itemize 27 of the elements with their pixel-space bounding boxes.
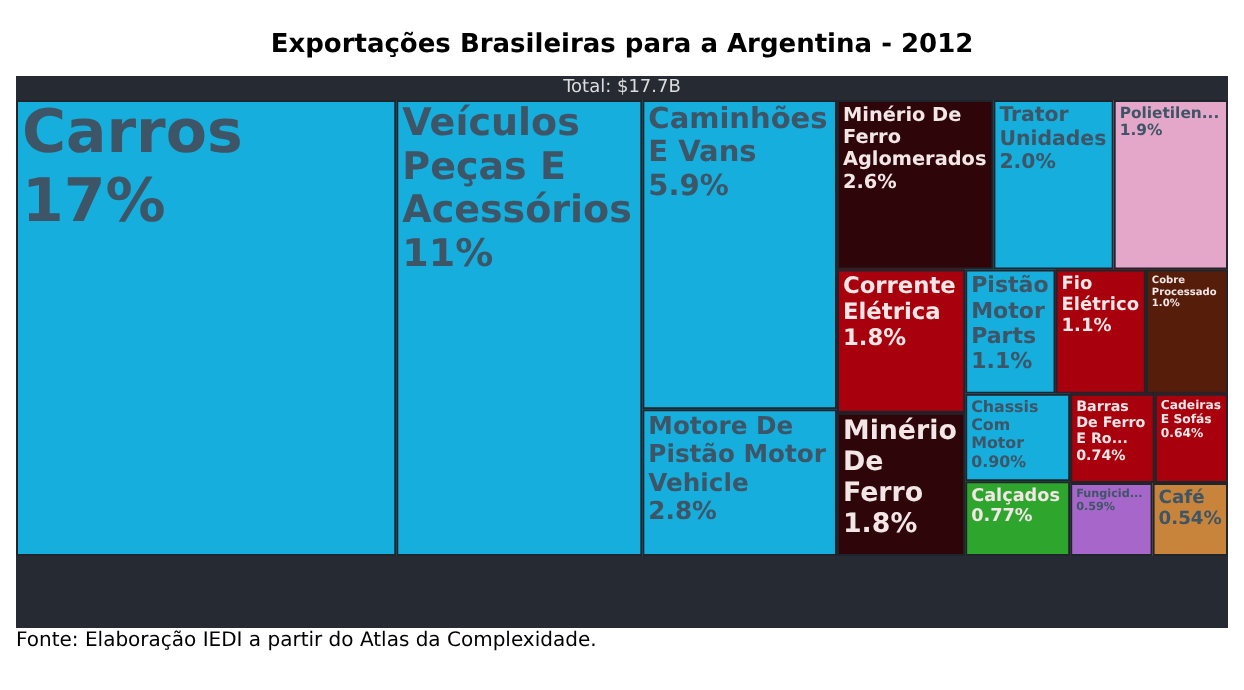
- text: Total: $17.7B: [561, 76, 683, 100]
- category-label: Minério De Ferro Aglomerados: [842, 104, 987, 172]
- source-note: Fonte: Elaboração IEDI a partir do Atlas da Complexidade.: [16, 630, 599, 652]
- data-label: 5.9%: [648, 170, 730, 203]
- data-label: 2.0%: [999, 152, 1056, 175]
- data-label: 1.1%: [971, 348, 1033, 375]
- data-label: 1.8%: [842, 323, 908, 352]
- category-label: Carros: [22, 97, 243, 168]
- data-label: 17%: [22, 166, 166, 237]
- data-label: 1.1%: [1061, 316, 1112, 337]
- data-label: 0.54%: [1158, 509, 1222, 530]
- category-label: Minério De Ferro: [842, 417, 957, 509]
- category-label: Calçados: [971, 486, 1060, 507]
- category-label: Trator Unidades: [999, 105, 1107, 151]
- category-label: Veículos Peças E Acessórios: [402, 100, 632, 233]
- data-label: 0.77%: [971, 506, 1033, 527]
- category-label: Caminhões E Vans: [648, 104, 828, 170]
- text: Exportações Brasileiras para a Argentina - 2012: [268, 28, 976, 64]
- data-label: 2.6%: [842, 171, 898, 194]
- category-label: Motore De Pistão Motor Vehicle: [648, 411, 828, 497]
- data-label: 2.8%: [648, 497, 717, 526]
- category-label: Fio Elétrico: [1061, 275, 1140, 317]
- data-label: 1.8%: [842, 509, 918, 540]
- category-label: Café: [1158, 486, 1205, 509]
- category-label: Corrente Elétrica: [842, 270, 957, 326]
- category-label: Pistão Motor Parts: [971, 272, 1050, 350]
- data-label: 11%: [402, 231, 494, 276]
